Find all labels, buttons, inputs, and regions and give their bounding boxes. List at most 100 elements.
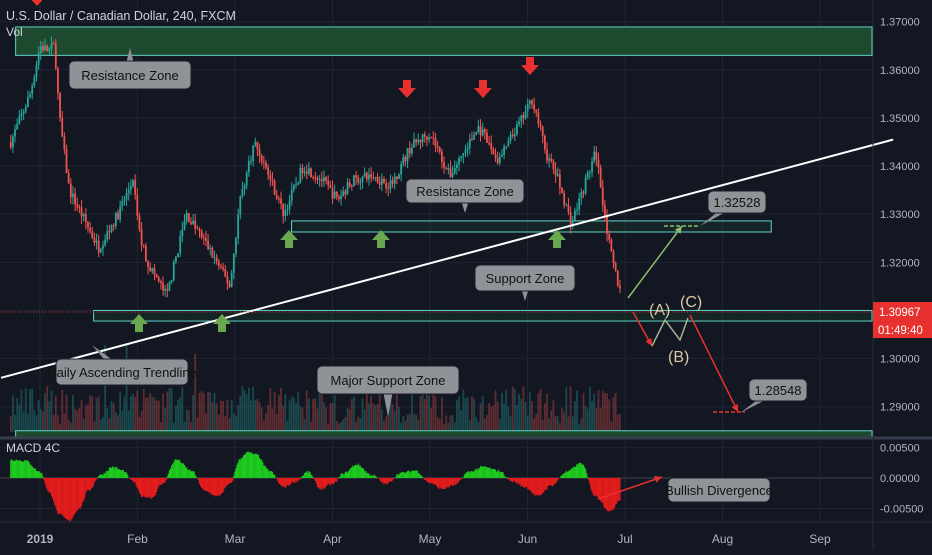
volume-bar	[497, 402, 499, 432]
volume-bar	[297, 392, 299, 432]
volume-bar	[306, 390, 308, 432]
volume-bar	[507, 406, 509, 432]
volume-bar	[587, 409, 589, 432]
volume-bar	[501, 393, 503, 432]
volume-bar	[254, 400, 256, 432]
candle-body	[499, 157, 501, 163]
macd-bar	[547, 478, 548, 486]
macd-bar	[169, 470, 170, 478]
volume-bar	[154, 397, 156, 432]
candle-body	[497, 158, 499, 163]
volume-bar	[10, 416, 12, 432]
macd-bar	[305, 472, 306, 478]
macd-bar	[506, 477, 507, 478]
volume-bar	[179, 397, 181, 432]
macd-bar	[416, 471, 417, 478]
macd-bar	[525, 478, 526, 487]
macd-bar	[246, 452, 247, 478]
candle-body	[338, 197, 340, 199]
candle-body	[192, 221, 194, 225]
time-tick-label: Feb	[127, 532, 148, 546]
current-price-text: 1.30967	[879, 307, 921, 319]
macd-bar	[578, 465, 579, 478]
macd-bar	[426, 478, 427, 482]
candle-body	[109, 231, 111, 232]
macd-bar	[603, 478, 604, 506]
macd-bar	[204, 478, 205, 490]
macd-bar	[198, 478, 199, 480]
candle-body	[606, 217, 608, 234]
volume-bar	[211, 402, 213, 432]
candle-body	[98, 241, 100, 253]
volume-bar	[177, 400, 179, 432]
macd-bar	[505, 477, 506, 478]
volume-bar	[372, 404, 374, 432]
macd-bar	[64, 478, 65, 517]
macd-tick-label: 0.00000	[880, 473, 920, 485]
macd-bar	[605, 478, 606, 509]
time-tick-label: Jun	[518, 532, 537, 546]
macd-bar	[153, 478, 154, 497]
volume-bar	[580, 419, 582, 432]
volume-bar	[548, 419, 550, 432]
volume-bar	[280, 388, 282, 432]
macd-bar	[568, 471, 569, 478]
macd-bar	[25, 461, 26, 478]
macd-bar	[436, 478, 437, 486]
candle-body	[394, 176, 396, 183]
volume-bar	[437, 417, 439, 432]
volume-bar	[250, 401, 252, 432]
macd-bar	[83, 478, 84, 501]
macd-bar	[16, 460, 17, 478]
macd-bar	[270, 471, 271, 478]
candle-body	[587, 172, 589, 177]
macd-bar	[123, 470, 124, 478]
macd-bar	[192, 471, 193, 478]
macd-bar	[512, 478, 513, 482]
volume-bar	[422, 391, 424, 432]
macd-bar	[440, 478, 441, 488]
pivot-arrow-top-3	[474, 80, 492, 98]
candle-body	[314, 177, 316, 178]
macd-bar	[419, 474, 420, 478]
macd-bar	[449, 478, 450, 487]
macd-bar	[277, 478, 278, 481]
macd-bar	[179, 459, 180, 478]
macd-bar	[101, 475, 102, 478]
volume-bar	[145, 398, 147, 432]
candle-body	[269, 175, 271, 180]
macd-bar	[554, 478, 555, 484]
volume-bar	[486, 415, 488, 432]
macd-bar	[366, 473, 367, 478]
macd-bar	[352, 466, 353, 478]
macd-bar	[334, 478, 335, 482]
macd-bar	[358, 464, 359, 478]
macd-bar	[598, 478, 599, 499]
candle-body	[57, 68, 59, 93]
volume-bar	[602, 391, 604, 432]
candle-body	[437, 146, 439, 147]
candle-body	[119, 206, 121, 219]
macd-bar	[353, 466, 354, 478]
volume-bar	[117, 415, 119, 432]
macd-bar	[24, 460, 25, 478]
macd-bar	[380, 478, 381, 482]
candle-body	[134, 180, 136, 195]
candle-body	[336, 192, 338, 197]
macd-bar	[511, 478, 512, 481]
volume-bar	[115, 412, 117, 432]
candle-body	[203, 237, 205, 238]
macd-bar	[546, 478, 547, 489]
macd-bar	[218, 478, 219, 495]
candle-body	[158, 277, 160, 281]
volume-bar	[291, 397, 293, 432]
volume-bar	[450, 415, 452, 432]
macd-bar	[88, 478, 89, 491]
macd-bar	[342, 473, 343, 478]
macd-bar	[250, 452, 251, 478]
candle-body	[175, 257, 177, 262]
macd-bar	[82, 478, 83, 502]
macd-bar	[500, 472, 501, 478]
candle-body	[617, 270, 619, 285]
